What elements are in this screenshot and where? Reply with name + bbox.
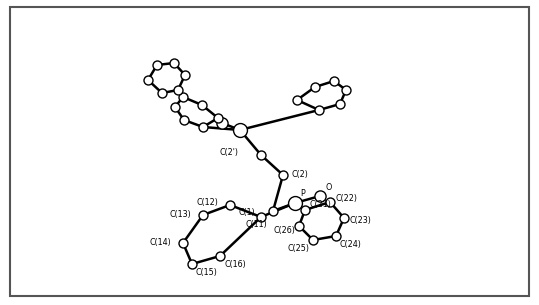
Point <box>198 102 206 107</box>
Text: C(25): C(25) <box>287 243 309 253</box>
Point <box>179 117 188 122</box>
Point <box>257 152 265 157</box>
Point <box>199 124 208 129</box>
Point <box>179 241 188 246</box>
Point <box>336 102 344 106</box>
Point <box>331 234 340 239</box>
Point <box>218 120 226 125</box>
Text: O: O <box>326 184 333 192</box>
Text: C(24): C(24) <box>340 239 362 249</box>
Text: P: P <box>300 188 305 198</box>
Point <box>295 224 303 228</box>
Point <box>316 194 324 199</box>
Point <box>179 95 188 99</box>
Text: C(2'): C(2') <box>220 149 239 157</box>
Text: C(1): C(1) <box>238 209 255 217</box>
Point <box>293 98 301 102</box>
Text: C(12): C(12) <box>196 199 218 207</box>
Point <box>291 201 299 206</box>
Point <box>213 116 222 120</box>
Point <box>188 262 196 267</box>
Point <box>257 214 265 219</box>
Point <box>181 73 189 77</box>
Point <box>326 199 334 204</box>
Text: C(23): C(23) <box>350 216 372 224</box>
Point <box>301 208 309 213</box>
Point <box>171 105 179 109</box>
Text: C(16): C(16) <box>224 260 246 268</box>
Point <box>236 127 244 132</box>
Text: C(15): C(15) <box>196 267 218 277</box>
Point <box>174 88 182 92</box>
Point <box>170 61 178 66</box>
Point <box>226 203 234 207</box>
Point <box>340 216 348 221</box>
Text: C(22): C(22) <box>336 195 358 203</box>
Point <box>199 213 208 217</box>
Point <box>268 209 277 213</box>
Point <box>153 63 161 67</box>
Text: C(2): C(2) <box>291 170 308 180</box>
Text: C(11): C(11) <box>245 221 267 229</box>
Point <box>315 108 323 113</box>
Text: C(13): C(13) <box>169 210 191 220</box>
Text: C(26): C(26) <box>273 227 295 235</box>
Point <box>144 77 153 82</box>
Text: C(14): C(14) <box>149 239 171 247</box>
Point <box>310 84 319 89</box>
Point <box>279 173 287 178</box>
Text: C(21): C(21) <box>309 200 331 210</box>
Point <box>216 253 224 258</box>
Point <box>330 79 338 84</box>
Point <box>158 91 167 95</box>
Point <box>342 88 350 92</box>
Point <box>309 238 317 242</box>
